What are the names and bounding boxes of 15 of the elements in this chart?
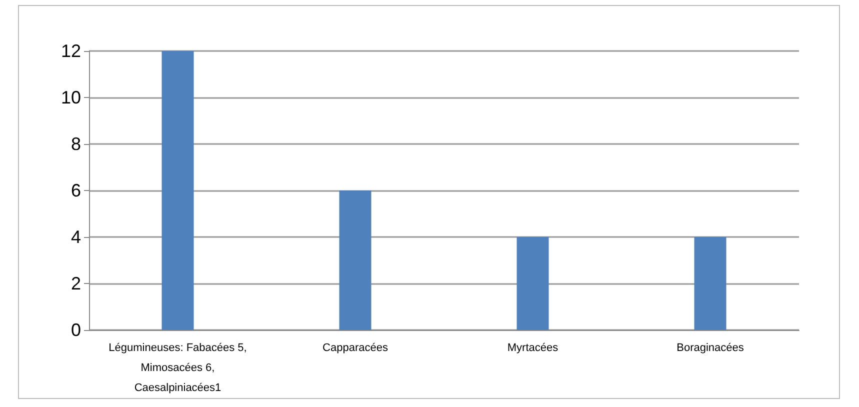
y-tick-label: 2 xyxy=(70,274,81,294)
y-tick-label: 8 xyxy=(70,134,81,154)
y-tick-label: 12 xyxy=(60,41,81,61)
x-tick-label: Capparacées xyxy=(322,342,388,354)
y-tick-label: 6 xyxy=(70,180,81,200)
x-tick-label: Boraginacées xyxy=(676,342,744,354)
y-tick-label: 10 xyxy=(60,88,81,108)
x-tick-label: Myrtacées xyxy=(507,342,559,354)
x-tick-label: Légumineuses: Fabacées 5, Mimosacées 6, Caesalpiniacées1 xyxy=(108,342,247,394)
y-tick-label: 0 xyxy=(70,320,81,340)
y-tick-label: 4 xyxy=(70,227,81,247)
bar xyxy=(339,190,372,330)
bar xyxy=(516,237,549,330)
bar xyxy=(694,237,726,330)
bar xyxy=(162,51,194,330)
